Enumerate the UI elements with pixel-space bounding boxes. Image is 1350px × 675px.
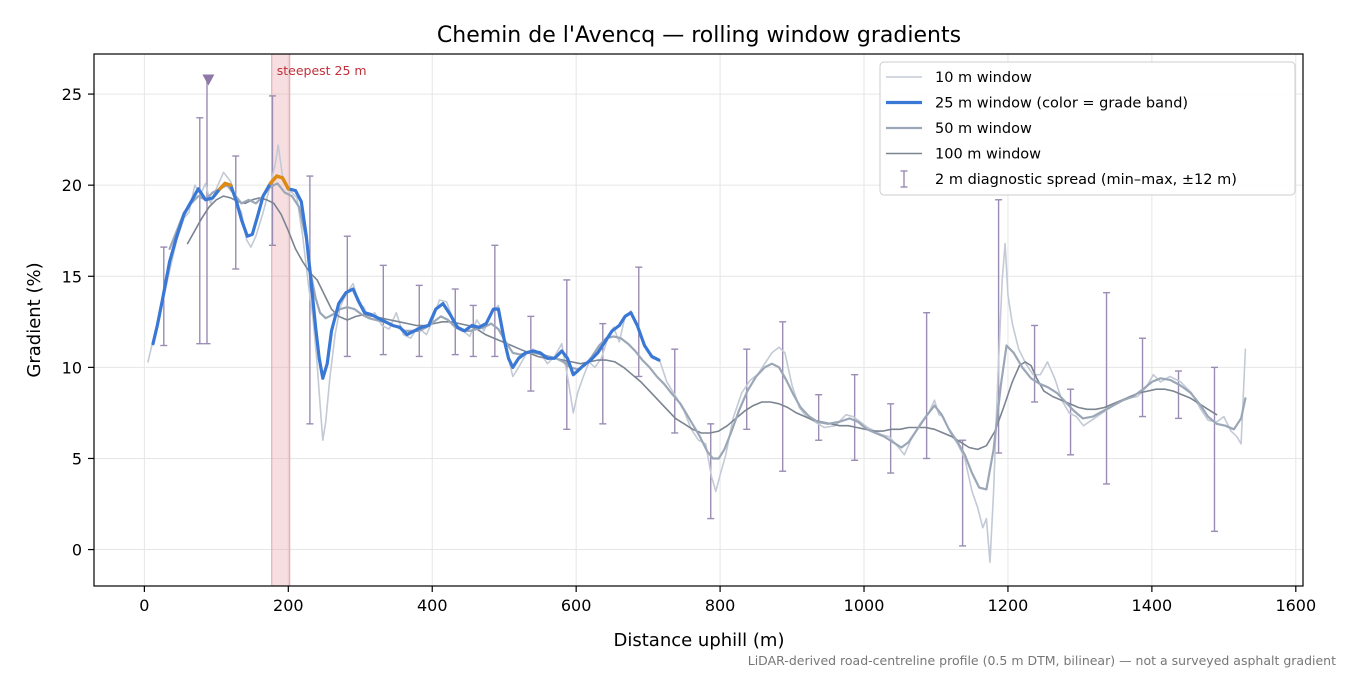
x-axis-label: Distance uphill (m) — [614, 630, 785, 651]
spread-errorbar — [959, 439, 967, 547]
spread-errorbar — [268, 95, 276, 247]
x-tick-label: 800 — [705, 596, 736, 615]
series-line-100m — [186, 195, 1218, 451]
legend-item: 50 m window — [886, 121, 1032, 137]
legend-item: 2 m diagnostic spread (min–max, ±12 m) — [900, 170, 1237, 188]
spread-errorbar — [1031, 324, 1039, 403]
x-axis-ticks: 0 200 400 600 800 1000 1200 1400 1600 — [139, 586, 1316, 615]
x-tick-label: 1600 — [1275, 596, 1316, 615]
chart-title: Chemin de l'Avencq — rolling window grad… — [437, 23, 961, 48]
spread-errorbar — [743, 348, 751, 431]
y-tick-label: 15 — [62, 267, 82, 286]
plot-frame — [93, 53, 1304, 587]
spread-errorbar — [1067, 388, 1075, 456]
x-tick-label: 200 — [273, 596, 304, 615]
peak-marker-icon — [202, 74, 215, 86]
steepest-highlight: steepest 25 m — [271, 53, 367, 587]
legend-label: 50 m window — [935, 121, 1032, 137]
y-tick-label: 20 — [62, 176, 82, 195]
legend-item: 25 m window (color = grade band) — [886, 96, 1188, 112]
highlight-label: steepest 25 m — [277, 63, 367, 78]
spread-errorbar — [415, 284, 423, 358]
legend-label: 10 m window — [935, 70, 1032, 86]
series-line-10m — [147, 144, 1247, 564]
series-line-50m — [168, 182, 1247, 491]
grade-band-segment — [268, 174, 290, 191]
spread-errorbar — [815, 393, 823, 441]
spread-errorbar — [232, 155, 240, 270]
series-line-25m — [151, 174, 661, 380]
spread-errorbar — [635, 266, 643, 378]
y-tick-label: 25 — [62, 85, 82, 104]
footnote: LiDAR-derived road-centreline profile (0… — [748, 653, 1336, 668]
spread-errorbar — [379, 264, 387, 356]
x-tick-label: 0 — [139, 596, 149, 615]
x-tick-label: 1000 — [844, 596, 885, 615]
plot-series — [147, 75, 1247, 564]
spread-errorbar — [779, 321, 787, 472]
y-tick-label: 0 — [72, 541, 82, 560]
x-tick-label: 600 — [561, 596, 592, 615]
legend-item: 100 m window — [886, 147, 1041, 163]
y-axis-label: Gradient (%) — [24, 262, 45, 377]
grade-band-segment — [218, 181, 233, 191]
x-tick-label: 1200 — [988, 596, 1029, 615]
spread-errorbar — [671, 348, 679, 434]
spread-errorbar — [343, 235, 351, 358]
y-axis-ticks: 0 5 10 15 20 25 — [62, 85, 94, 560]
spread-errorbar — [1139, 337, 1147, 418]
legend-item: 10 m window — [886, 70, 1032, 86]
legend-box — [879, 61, 1296, 196]
spread-errorbar — [1210, 366, 1218, 533]
plot-marks — [202, 74, 215, 86]
highlight-band — [271, 53, 291, 587]
legend-label: 25 m window (color = grade band) — [935, 96, 1188, 112]
legend-label: 2 m diagnostic spread (min–max, ±12 m) — [935, 172, 1237, 188]
y-tick-label: 5 — [72, 449, 82, 468]
y-tick-label: 10 — [62, 358, 82, 377]
x-tick-label: 400 — [417, 596, 448, 615]
spread-errorbar — [1103, 291, 1111, 485]
legend: 10 m window 25 m window (color = grade ba… — [879, 61, 1296, 196]
spread-errorbar — [196, 117, 204, 345]
legend-label: 100 m window — [935, 147, 1041, 163]
spread-errorbar — [923, 312, 931, 460]
spread-errorbar — [563, 279, 571, 431]
x-tick-label: 1400 — [1132, 596, 1173, 615]
spread-errorbar — [1175, 370, 1183, 420]
